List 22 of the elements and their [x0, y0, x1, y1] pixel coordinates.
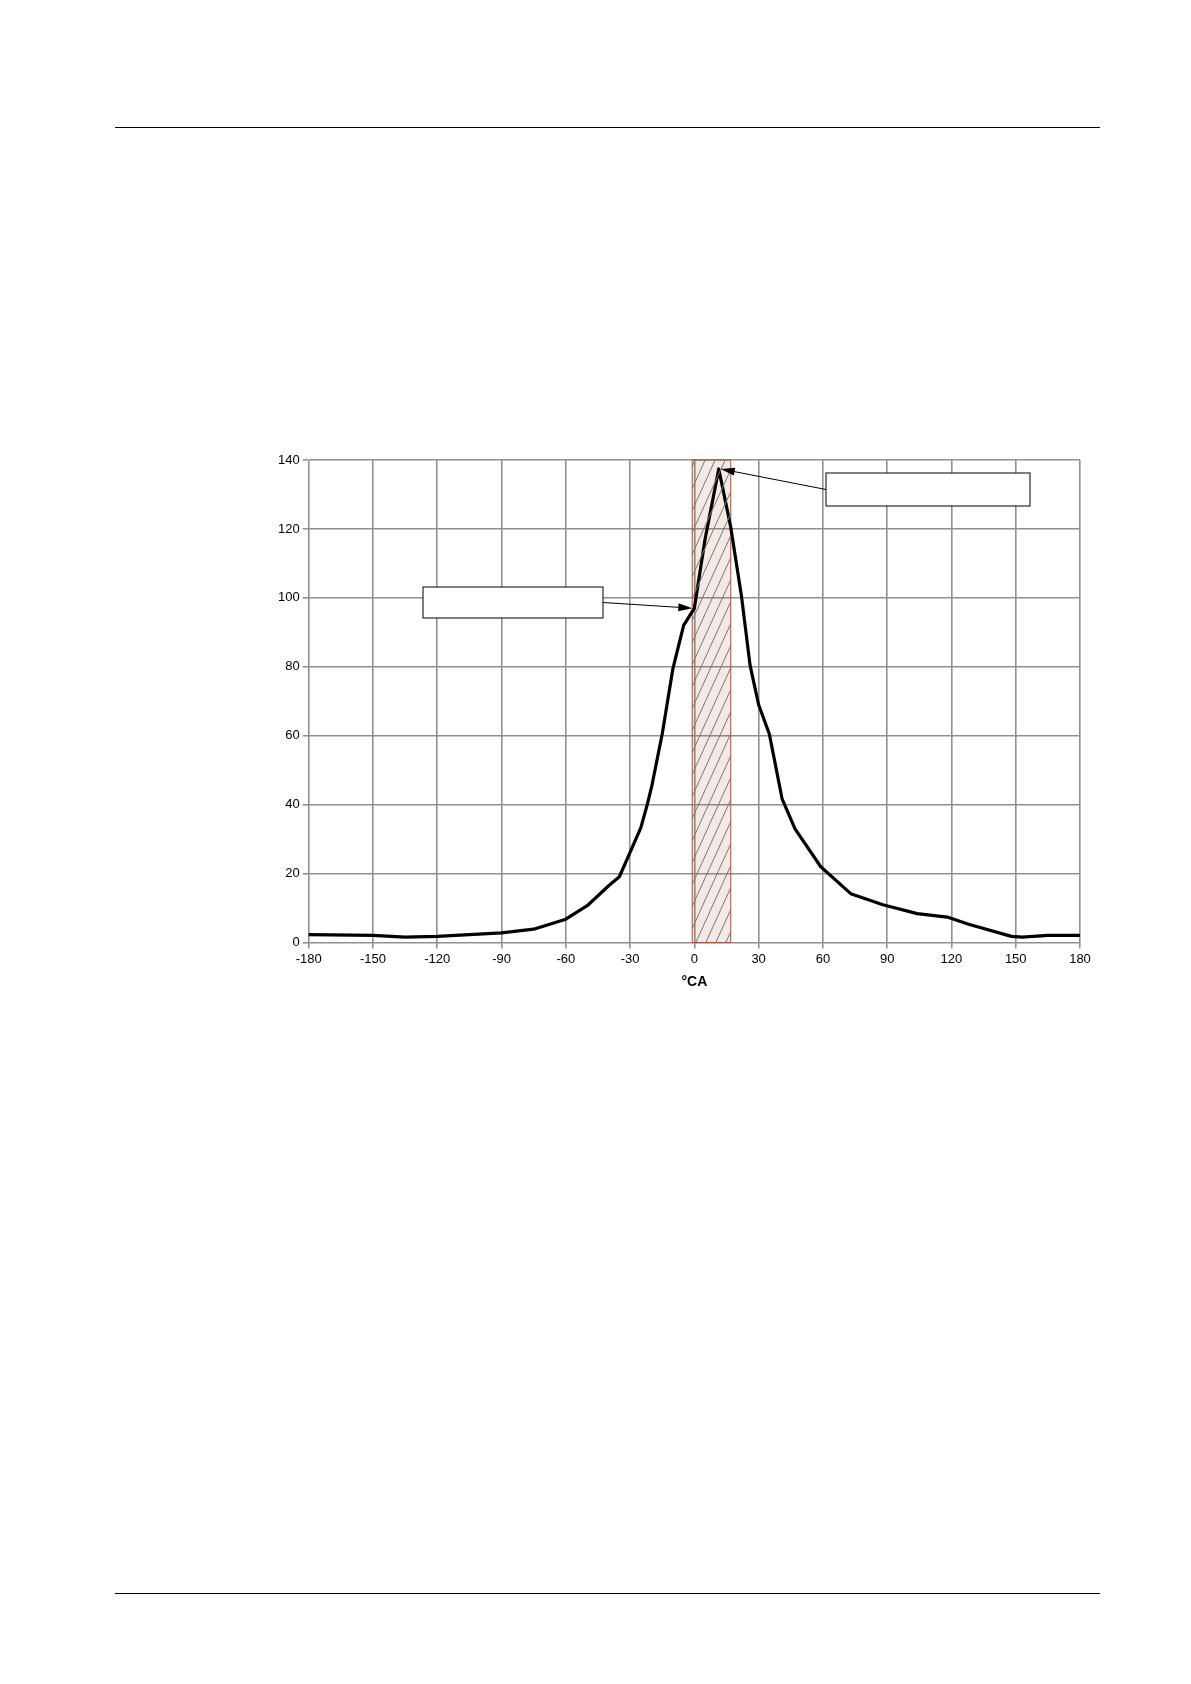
- x-tick-label: 90: [879, 950, 895, 966]
- x-tick-label: 0: [690, 950, 698, 966]
- y-tick-label: 0: [292, 934, 300, 950]
- y-tick-label: 100: [277, 589, 300, 605]
- y-tick-label: 120: [277, 520, 300, 536]
- x-tick-label: -180: [295, 950, 322, 966]
- y-tick-label: 140: [277, 451, 300, 467]
- x-tick-label: -150: [359, 950, 386, 966]
- x-tick-label: -60: [556, 950, 576, 966]
- y-tick-label: 40: [285, 796, 300, 812]
- x-tick-label: 150: [1004, 950, 1027, 966]
- x-tick-label: -120: [424, 950, 451, 966]
- x-axis-title: °CA: [681, 973, 708, 990]
- x-tick-label: 60: [815, 950, 831, 966]
- y-tick-label: 20: [285, 865, 300, 881]
- x-tick-label: 120: [940, 950, 963, 966]
- x-tick-label: -90: [492, 950, 511, 966]
- x-tick-label: 180: [1069, 950, 1091, 966]
- y-tick-label: 60: [285, 727, 300, 743]
- y-tick-label: 80: [285, 658, 300, 674]
- x-tick-label: -30: [620, 950, 640, 966]
- x-tick-label: 30: [751, 950, 766, 966]
